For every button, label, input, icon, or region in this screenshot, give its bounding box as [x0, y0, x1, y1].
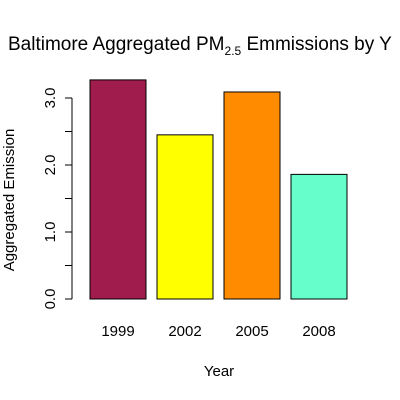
x-tick-label: 2002 [168, 323, 201, 340]
x-tick-label: 2005 [235, 323, 268, 340]
x-tick-label: 1999 [101, 323, 134, 340]
bar-2005 [223, 91, 281, 300]
x-axis-label: Year [204, 363, 234, 380]
x-tick-label: 2008 [302, 323, 335, 340]
bar-2002 [156, 134, 214, 300]
y-tick-label: 1.0 [42, 222, 59, 243]
y-tick-label: 3.0 [42, 88, 59, 109]
bar-1999 [89, 79, 147, 300]
chart-title-main: Baltimore Aggregated PM [8, 34, 225, 55]
x-axis-labels: 1999 2002 2005 2008 [101, 323, 335, 340]
chart-title-rest: Emmissions by Y [241, 34, 392, 55]
y-axis: 0.0 1.0 2.0 3.0 [42, 88, 73, 310]
bar-2008 [290, 173, 348, 300]
y-tick-label: 2.0 [42, 155, 59, 176]
y-tick-label: 0.0 [42, 289, 59, 310]
chart-title: Baltimore Aggregated PM2.5 Emmissions by… [8, 34, 392, 58]
chart-title-subscript: 2.5 [225, 44, 242, 58]
y-axis-label: Aggregated Emission [1, 129, 18, 272]
bars-group [89, 79, 348, 300]
